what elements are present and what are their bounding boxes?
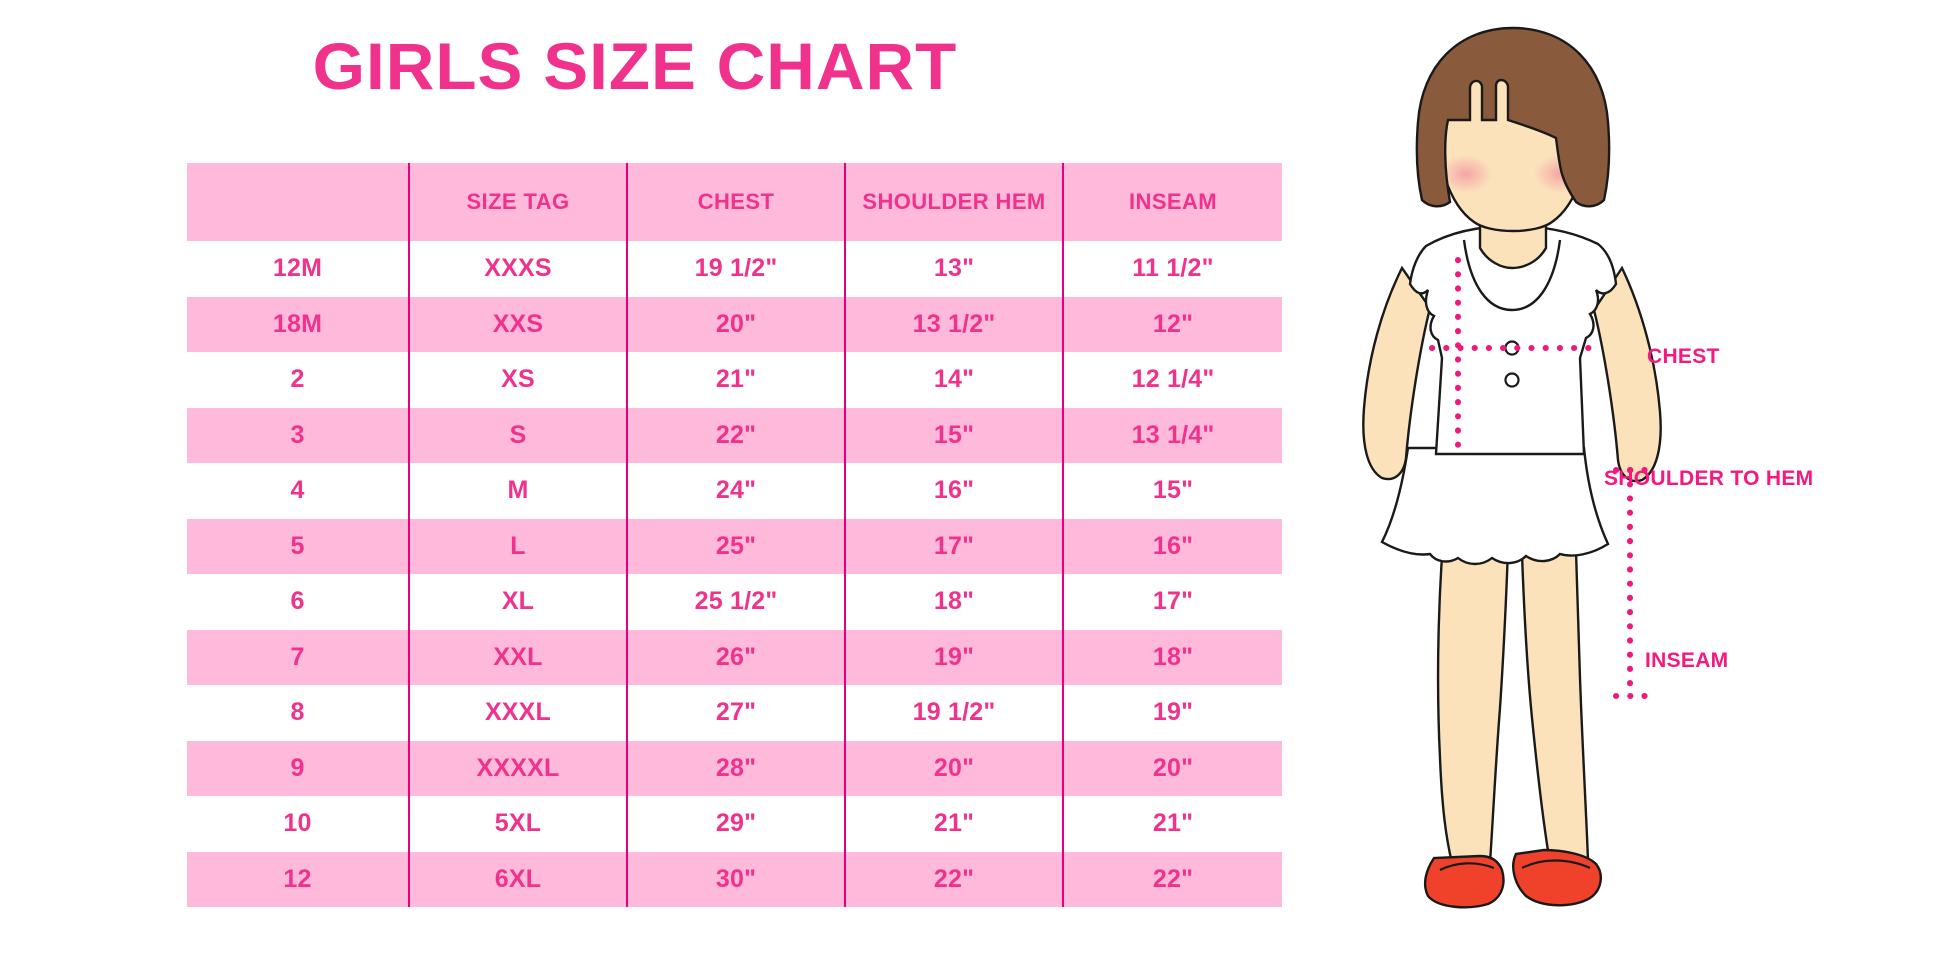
cell-size: 3 [290, 420, 305, 449]
table-row: 3 S 22" 15" 13 1/4" [187, 407, 1282, 463]
cell-chest: 20" [626, 296, 845, 352]
cell-shoulder-hem: 16" [844, 463, 1063, 519]
cell-chest: 29" [626, 796, 845, 852]
cell-chest: 27" [626, 685, 845, 741]
cell-shoulder-hem: 19 1/2" [844, 685, 1063, 741]
measurement-lines [1429, 257, 1649, 699]
cell-inseam: 12" [1062, 296, 1282, 352]
cell-chest: 25" [626, 518, 845, 574]
cell-shoulder-hem: 15" [844, 407, 1063, 463]
cell-inseam: 17" [1062, 574, 1282, 630]
measurement-label-inseam: INSEAM [1645, 649, 1729, 672]
girl-illustration [1330, 18, 1730, 918]
cell-inseam: 21" [1062, 796, 1282, 852]
cell-shoulder-hem: 18" [844, 574, 1063, 630]
button-lower [1504, 372, 1520, 388]
cell-shoulder-hem: 17" [844, 518, 1063, 574]
table-header: SIZE TAG CHEST SHOULDER HEM INSEAM [187, 163, 1282, 241]
table-row: 7 XXL 26" 19" 18" [187, 629, 1282, 685]
top-garment [1408, 224, 1618, 456]
table-row: 12M XXXS 19 1/2" 13" 11 1/2" [187, 241, 1282, 297]
cell-inseam: 15" [1062, 463, 1282, 519]
table-row: 6 XL 25 1/2" 18" 17" [187, 574, 1282, 630]
measurement-label-shoulder-to-hem: SHOULDER TO HEM [1604, 467, 1814, 490]
cell-inseam: 16" [1062, 518, 1282, 574]
cell-chest: 30" [626, 851, 845, 907]
shoes [1423, 848, 1602, 909]
cell-size-tag: M [408, 463, 627, 519]
cell-size: 2 [290, 365, 305, 394]
cell-size-tag: XXXXL [408, 740, 627, 796]
page-title: GIRLS SIZE CHART [312, 29, 958, 103]
measurement-label-chest: CHEST [1647, 345, 1720, 368]
cell-shoulder-hem: 21" [844, 796, 1063, 852]
size-table: SIZE TAG CHEST SHOULDER HEM INSEAM 12M XX… [187, 163, 1282, 907]
table-row: 2 XS 21" 14" 12 1/4" [187, 352, 1282, 408]
cell-shoulder-hem: 13" [844, 241, 1063, 297]
table-header-row: SIZE TAG CHEST SHOULDER HEM INSEAM [187, 163, 1282, 241]
cell-inseam: 20" [1062, 740, 1282, 796]
cell-shoulder-hem: 19" [844, 629, 1063, 685]
cell-size: 18M [272, 309, 323, 338]
table-row: 10 5XL 29" 21" 21" [187, 796, 1282, 852]
cell-shoulder-hem: 13 1/2" [844, 296, 1063, 352]
cell-size: 9 [290, 753, 305, 782]
arms [1362, 265, 1662, 483]
cell-size: 12 [283, 864, 312, 893]
cell-inseam: 12 1/4" [1062, 352, 1282, 408]
table-row: 12 6XL 30" 22" 22" [187, 851, 1282, 907]
cell-inseam: 11 1/2" [1062, 241, 1282, 297]
cell-size: 4 [290, 476, 305, 505]
cell-inseam: 18" [1062, 629, 1282, 685]
cell-shoulder-hem: 14" [844, 352, 1063, 408]
table-body: 12M XXXS 19 1/2" 13" 11 1/2" 18M XXS 20" 13 1/2"… [187, 241, 1282, 907]
cell-chest: 22" [626, 407, 845, 463]
column-header-chest: CHEST [626, 163, 845, 241]
cell-inseam: 19" [1062, 685, 1282, 741]
cell-size: 10 [283, 809, 312, 838]
column-header-size [187, 163, 409, 241]
cheek-left [1440, 155, 1492, 193]
cell-chest: 28" [626, 740, 845, 796]
cell-size-tag: XXXL [408, 685, 627, 741]
table-row: 5 L 25" 17" 16" [187, 518, 1282, 574]
size-table-container: SIZE TAG CHEST SHOULDER HEM INSEAM 12M XX… [187, 163, 1282, 907]
cell-chest: 25 1/2" [626, 574, 845, 630]
cell-size-tag: 6XL [408, 851, 627, 907]
cell-size-tag: 5XL [408, 796, 627, 852]
cell-size: 12M [272, 254, 323, 283]
table-row: 4 M 24" 16" 15" [187, 463, 1282, 519]
head [1415, 26, 1611, 270]
cell-chest: 26" [626, 629, 845, 685]
cell-size-tag: XXXS [408, 241, 627, 297]
cell-size: 5 [290, 531, 305, 560]
column-header-shoulder-hem: SHOULDER HEM [844, 163, 1063, 241]
cell-size-tag: XXS [408, 296, 627, 352]
table-row: 9 XXXXL 28" 20" 20" [187, 740, 1282, 796]
table-row: 18M XXS 20" 13 1/2" 12" [187, 296, 1282, 352]
cell-chest: 19 1/2" [626, 241, 845, 297]
cell-inseam: 22" [1062, 851, 1282, 907]
cell-size: 6 [290, 587, 305, 616]
cell-chest: 21" [626, 352, 845, 408]
cell-size-tag: XS [408, 352, 627, 408]
cell-size-tag: XL [408, 574, 627, 630]
cell-size-tag: S [408, 407, 627, 463]
cell-size-tag: XXL [408, 629, 627, 685]
cell-shoulder-hem: 22" [844, 851, 1063, 907]
cell-chest: 24" [626, 463, 845, 519]
cell-shoulder-hem: 20" [844, 740, 1063, 796]
cell-size: 7 [290, 642, 305, 671]
skirt [1380, 446, 1610, 566]
cell-size: 8 [290, 698, 305, 727]
table-row: 8 XXXL 27" 19 1/2" 19" [187, 685, 1282, 741]
column-header-size-tag: SIZE TAG [408, 163, 627, 241]
cell-size-tag: L [408, 518, 627, 574]
cell-inseam: 13 1/4" [1062, 407, 1282, 463]
column-header-inseam: INSEAM [1062, 163, 1282, 241]
